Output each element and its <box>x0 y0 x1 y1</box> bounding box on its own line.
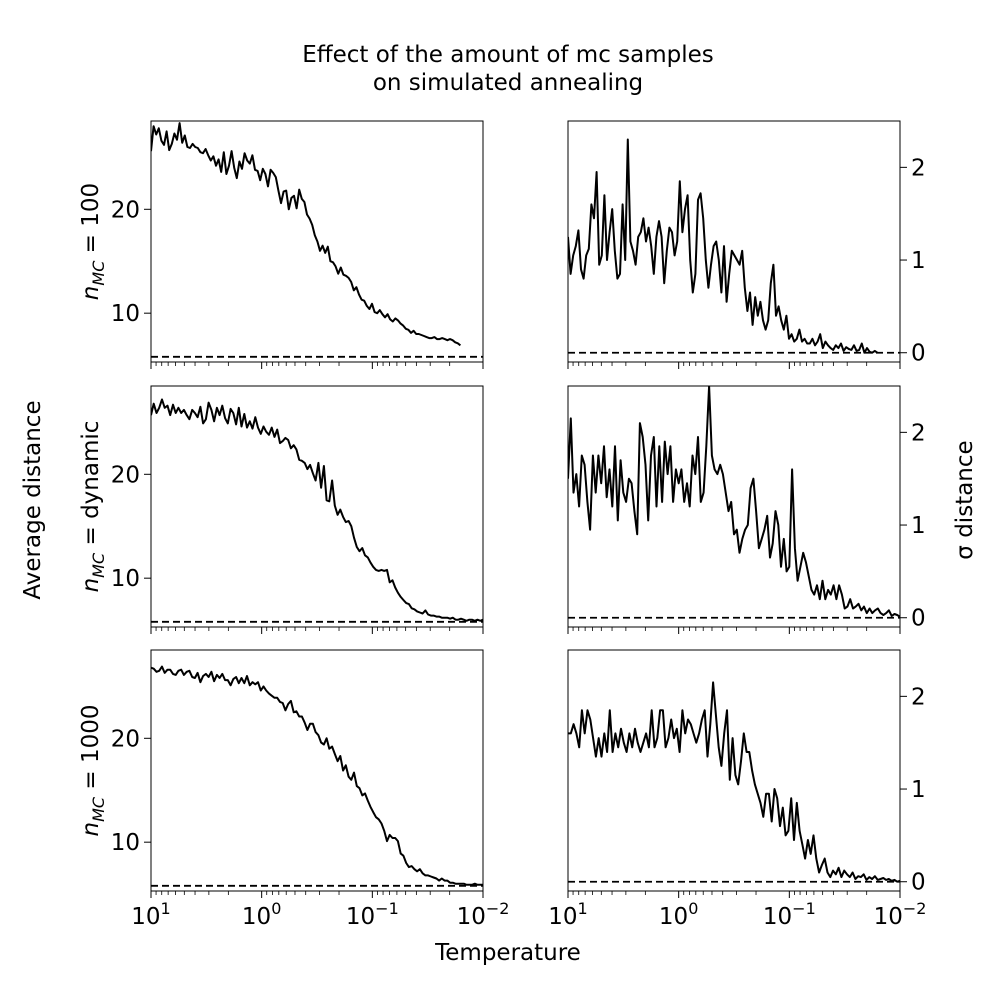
x-tick-exponent: 1 <box>578 899 588 918</box>
y-tick-label: 20 <box>111 197 140 223</box>
x-tick-exponent: 0 <box>688 899 698 918</box>
y-tick-label: 10 <box>111 301 140 327</box>
x-tick-exponent: −2 <box>486 899 510 918</box>
panel-frame <box>150 649 484 892</box>
x-tick-exponent: 0 <box>271 899 281 918</box>
y-tick-label: 1 <box>911 513 926 539</box>
series-line <box>151 398 483 622</box>
series-line <box>568 138 878 354</box>
series-line <box>568 386 900 618</box>
y-tick-label: 20 <box>111 462 140 488</box>
panel-frame <box>567 120 901 363</box>
y-tick-label: 2 <box>911 420 926 446</box>
x-axis-label: Temperature <box>434 940 581 966</box>
series-line <box>151 122 462 347</box>
series-line <box>151 665 483 886</box>
y-tick-label: 0 <box>911 341 926 367</box>
row-label-value: = 1000 <box>78 705 104 797</box>
y-tick-label: 20 <box>111 726 140 752</box>
right-y-axis-label: σ distance <box>952 440 978 559</box>
left-y-axis-label: Average distance <box>20 400 46 599</box>
panel-row2-right: 0 1 2 <box>567 385 926 634</box>
x-tick-base: 10 <box>548 904 577 930</box>
x-tick-base: 10 <box>874 904 903 930</box>
x-tick-exponent: −2 <box>903 899 927 918</box>
panel-frame <box>150 385 484 628</box>
x-tick-label: 100 <box>659 899 698 930</box>
row-label-subscript: MC <box>89 796 108 822</box>
x-tick-label: 101 <box>131 899 170 930</box>
figure-title-line1: Effect of the amount of mc samples <box>302 42 714 68</box>
row-label-subscript: MC <box>89 552 108 578</box>
row-label-value: = dynamic <box>78 421 104 553</box>
x-tick-base: 10 <box>763 904 792 930</box>
x-tick-label: 100 <box>242 899 281 930</box>
y-tick-label: 2 <box>911 155 926 181</box>
x-tick-base: 10 <box>131 904 160 930</box>
x-tick-exponent: 1 <box>161 899 171 918</box>
x-tick-exponent: −1 <box>792 899 816 918</box>
panel-frame <box>567 649 901 892</box>
row-label-subscript: MC <box>89 260 108 286</box>
panel-frame <box>150 120 484 363</box>
x-tick-label: 10−2 <box>457 899 510 930</box>
x-tick-exponent: −1 <box>375 899 399 918</box>
row-label: nMC = 1000 <box>78 705 108 837</box>
y-tick-label: 0 <box>911 606 926 632</box>
x-tick-base: 10 <box>659 904 688 930</box>
y-tick-label: 1 <box>911 248 926 274</box>
row-label-n: n <box>78 578 104 593</box>
x-tick-base: 10 <box>457 904 486 930</box>
x-tick-label: 101 <box>548 899 587 930</box>
series-line <box>568 681 900 883</box>
x-tick-label: 10−1 <box>763 899 816 930</box>
row-label-n: n <box>78 822 104 837</box>
row-label: nMC = dynamic <box>78 421 108 593</box>
x-tick-base: 10 <box>242 904 271 930</box>
x-tick-label: 10−1 <box>346 899 399 930</box>
y-tick-label: 2 <box>911 684 926 710</box>
panel-row1-right: 0 1 2 <box>567 120 926 369</box>
row-label: nMC = 100 <box>78 183 108 300</box>
figure-title-line2: on simulated annealing <box>373 70 643 96</box>
row-label-value: = 100 <box>78 183 104 261</box>
x-tick-label: 10−2 <box>874 899 927 930</box>
panel-frame <box>567 385 901 628</box>
x-tick-base: 10 <box>346 904 375 930</box>
y-tick-label: 0 <box>911 870 926 896</box>
row-label-n: n <box>78 286 104 301</box>
y-tick-label: 10 <box>111 830 140 856</box>
y-tick-label: 1 <box>911 777 926 803</box>
y-tick-label: 10 <box>111 566 140 592</box>
